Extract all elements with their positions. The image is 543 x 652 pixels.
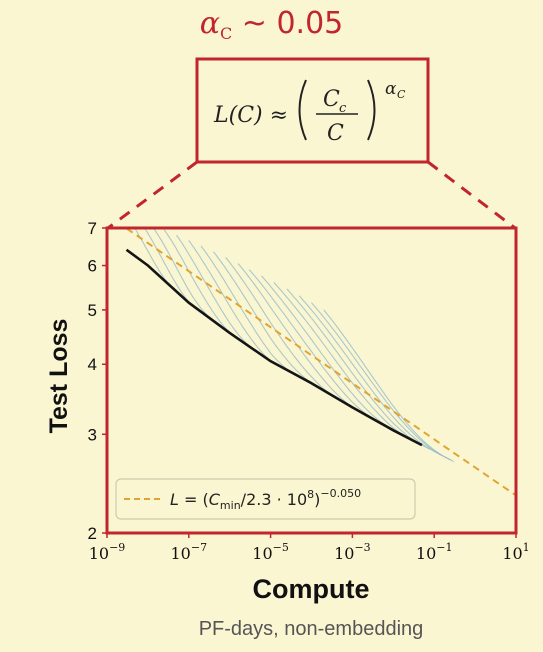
alpha-value: ~ 0.05 bbox=[232, 6, 344, 41]
axis-ticks: 10−9 10−7 10−5 10−3 10−1 101 2 3 4 5 6 7 bbox=[88, 219, 530, 563]
formula-lhs: L(C) ≈ bbox=[213, 103, 288, 128]
fit-line bbox=[124, 228, 516, 497]
alpha-subscript: C bbox=[220, 24, 233, 43]
formula-numerator: C bbox=[323, 87, 340, 112]
training-curve bbox=[261, 275, 401, 435]
y-tick-label: 4 bbox=[88, 355, 97, 374]
x-axis-label: Compute bbox=[253, 574, 370, 604]
x-tick-label: 10−3 bbox=[334, 541, 371, 563]
connector-right bbox=[427, 160, 516, 230]
training-curve bbox=[323, 309, 454, 463]
connector-left bbox=[107, 160, 198, 230]
x-tick-label: 10−5 bbox=[252, 541, 289, 563]
formula-exponent-sub: C bbox=[397, 88, 406, 101]
formula-denominator: C bbox=[327, 121, 344, 146]
formula-right-paren bbox=[367, 79, 376, 141]
y-tick-label: 3 bbox=[88, 425, 97, 444]
training-curve bbox=[298, 295, 442, 456]
training-curve bbox=[311, 302, 451, 461]
training-curve bbox=[176, 234, 262, 356]
legend-box bbox=[115, 478, 416, 520]
x-tick-label: 10−7 bbox=[171, 541, 208, 563]
x-axis-note: PF-days, non-embedding bbox=[199, 618, 424, 640]
legend: L = (Cmin/2.3 · 108)−0.050 bbox=[115, 478, 416, 520]
training-curves bbox=[134, 228, 454, 463]
formula: L(C) ≈ C c C α C bbox=[213, 79, 406, 146]
x-tick-label: 10−1 bbox=[416, 541, 453, 563]
y-tick-label: 7 bbox=[88, 219, 97, 238]
alpha-c-label: αC ~ 0.05 bbox=[0, 6, 543, 43]
y-tick-label: 2 bbox=[88, 524, 97, 543]
formula-exponent: α bbox=[385, 79, 397, 99]
plot-frame bbox=[105, 226, 518, 535]
legend-label: L = (Cmin/2.3 · 108)−0.050 bbox=[170, 487, 361, 512]
formula-numerator-sub: c bbox=[339, 101, 347, 116]
training-curve bbox=[286, 288, 431, 450]
training-curve bbox=[225, 257, 344, 403]
x-tick-label: 101 bbox=[502, 541, 529, 563]
y-tick-label: 6 bbox=[88, 257, 97, 276]
training-curve bbox=[273, 281, 419, 444]
y-axis-label: Test Loss bbox=[45, 319, 73, 434]
envelope-line bbox=[125, 248, 423, 447]
training-curve bbox=[200, 245, 303, 379]
x-tick-label: 10−9 bbox=[89, 541, 126, 563]
training-curve bbox=[212, 251, 325, 391]
formula-box bbox=[195, 57, 430, 164]
training-curve bbox=[152, 228, 221, 327]
training-curve bbox=[237, 263, 365, 415]
y-tick-label: 5 bbox=[88, 301, 97, 320]
alpha-symbol: α bbox=[199, 6, 220, 41]
formula-left-paren bbox=[298, 79, 307, 141]
